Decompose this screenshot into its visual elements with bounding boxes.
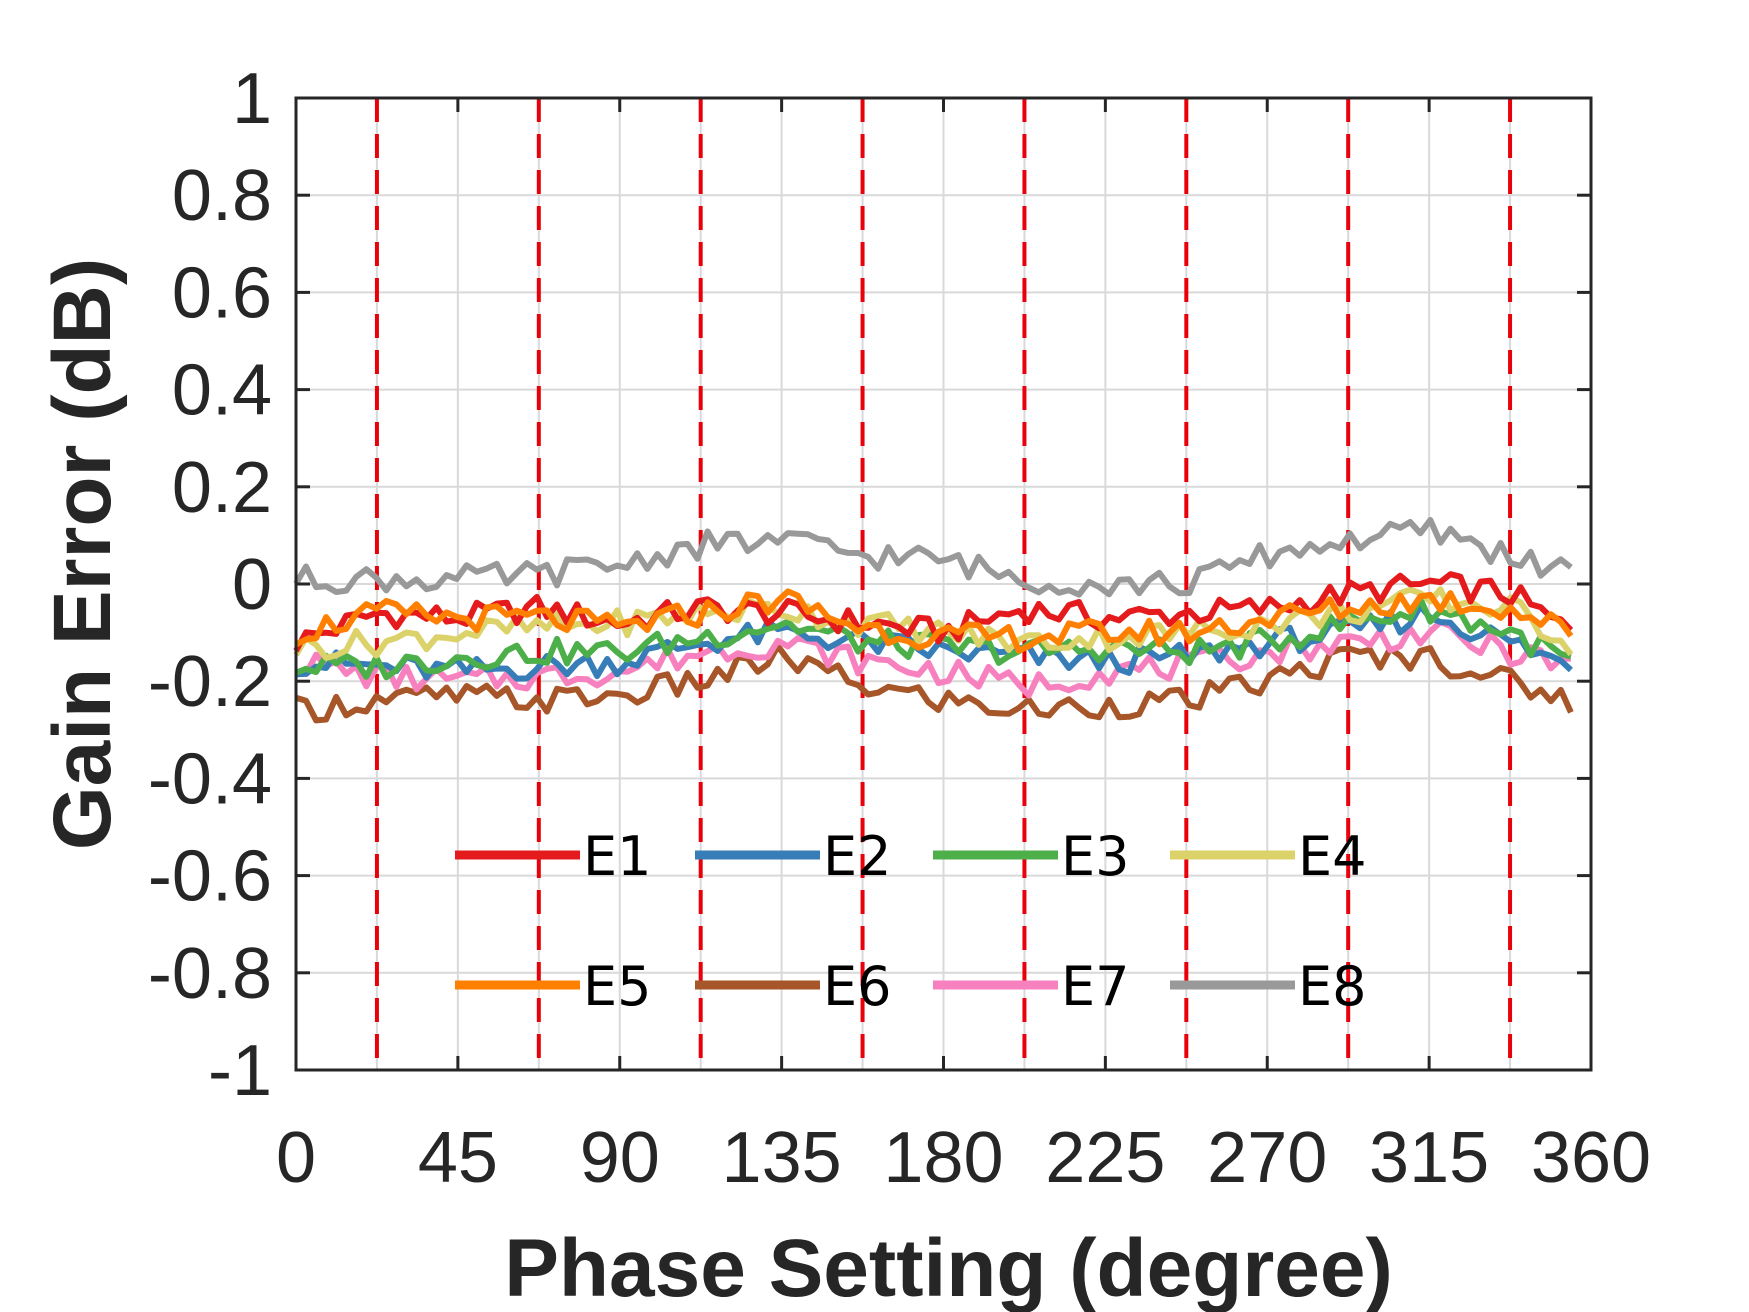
series-line-e8 xyxy=(293,517,1573,598)
y-tick-label: -1 xyxy=(208,1031,272,1111)
y-tick-label: -0.6 xyxy=(148,837,272,917)
axes xyxy=(294,96,1593,1072)
series-line-e2 xyxy=(295,603,1573,682)
legend-label-e1: E1 xyxy=(583,825,651,888)
y-tick-label: 0.4 xyxy=(172,351,272,431)
legend-label-e2: E2 xyxy=(823,825,891,888)
y-tick-label: 0.2 xyxy=(172,448,272,528)
series-line-e5 xyxy=(294,588,1574,654)
x-tick-label: 315 xyxy=(1369,1118,1489,1198)
legend-label-e6: E6 xyxy=(823,955,891,1018)
x-tick-label: 135 xyxy=(722,1118,842,1198)
y-tick-label: -0.2 xyxy=(148,642,272,722)
x-tick-label: 45 xyxy=(418,1118,498,1198)
y-tick-label: -0.8 xyxy=(148,934,272,1014)
legend-label-e3: E3 xyxy=(1061,825,1129,888)
legend-label-e4: E4 xyxy=(1298,825,1366,888)
x-tick-label: 360 xyxy=(1531,1118,1651,1198)
x-tick-label: 270 xyxy=(1207,1118,1327,1198)
y-tick-label: 1 xyxy=(232,59,272,139)
y-tick-label: 0.6 xyxy=(172,253,272,333)
legend-label-e7: E7 xyxy=(1061,955,1129,1018)
legend-label-e8: E8 xyxy=(1298,955,1366,1018)
y-tick-label: -0.4 xyxy=(148,739,272,819)
legend-label-e5: E5 xyxy=(583,955,651,1018)
data-series xyxy=(293,517,1574,724)
tick-labels: 0 45 90 135 180 225 270 315 360 1 0.8 0.6 0.4 0.2 0 -0.… xyxy=(148,59,1651,1198)
legend: E1 E2 E3 E4 E5 E6 E7 E8 xyxy=(455,825,1366,1018)
x-tick-label: 0 xyxy=(276,1118,316,1198)
x-axis-title: Phase Setting (degree) xyxy=(504,1223,1393,1312)
y-tick-label: 0 xyxy=(232,545,272,625)
series-line-e1 xyxy=(293,571,1574,653)
y-axis-title: Gain Error (dB) xyxy=(37,258,128,850)
y-tick-label: 0.8 xyxy=(172,156,272,236)
x-tick-label: 225 xyxy=(1045,1118,1165,1198)
grid xyxy=(295,97,1592,1071)
series-line-e6 xyxy=(295,643,1574,724)
series-line-e7 xyxy=(295,619,1572,699)
x-tick-label: 90 xyxy=(580,1118,660,1198)
x-tick-label: 180 xyxy=(883,1118,1003,1198)
